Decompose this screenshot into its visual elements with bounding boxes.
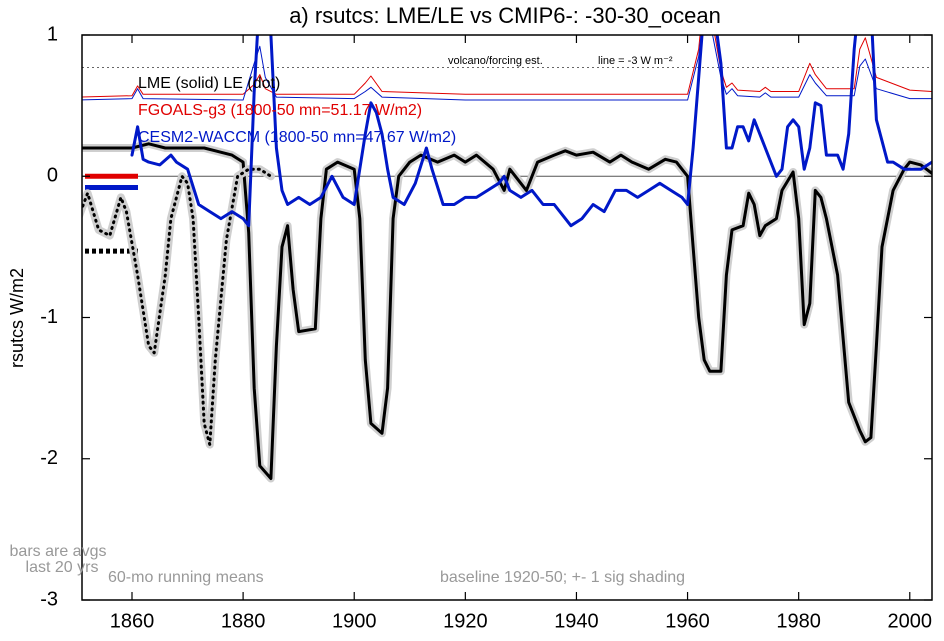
x-tick-label: 1980	[776, 610, 821, 632]
annotation: bars are avgs	[10, 543, 107, 560]
x-tick-label: 1920	[443, 610, 488, 632]
annotation: baseline 1920-50; +- 1 sig shading	[440, 569, 685, 586]
x-tick-label: 1960	[665, 610, 710, 632]
y-tick-label: -3	[40, 588, 58, 610]
x-tick-label: 2000	[888, 610, 933, 632]
y-tick-label: -1	[40, 306, 58, 328]
series-line	[82, 35, 932, 101]
annotation: volcano/forcing est.	[448, 55, 543, 67]
annotation: line = -3 W m⁻²	[598, 55, 673, 67]
series-line	[82, 167, 273, 447]
legend-entry: FGOALS-g3 (1800-50 mn=51.17 W/m2)	[138, 102, 422, 119]
chart-title: a) rsutcs: LME/LE vs CMIP6-: -30-30_ocea…	[289, 3, 721, 28]
x-tick-label: 1860	[110, 610, 155, 632]
y-tick-label: 1	[47, 23, 58, 45]
x-tick-label: 1880	[221, 610, 266, 632]
legend-entry: LME (solid) LE (dot)	[138, 75, 280, 92]
annotation: 60-mo running means	[108, 569, 264, 586]
y-axis-label: rsutcs W/m2	[7, 268, 27, 368]
y-tick-label: 0	[47, 165, 58, 187]
series-line	[130, 35, 932, 228]
plot-area	[82, 35, 932, 483]
y-tick-label: -2	[40, 447, 58, 469]
series-line	[82, 142, 932, 480]
annotation: last 20 yrs	[26, 559, 99, 576]
x-tick-label: 1940	[554, 610, 599, 632]
series-line	[82, 35, 932, 98]
x-tick-label: 1900	[332, 610, 377, 632]
legend-entry: CESM2-WACCM (1800-50 mn=47.67 W/m2)	[138, 129, 456, 146]
